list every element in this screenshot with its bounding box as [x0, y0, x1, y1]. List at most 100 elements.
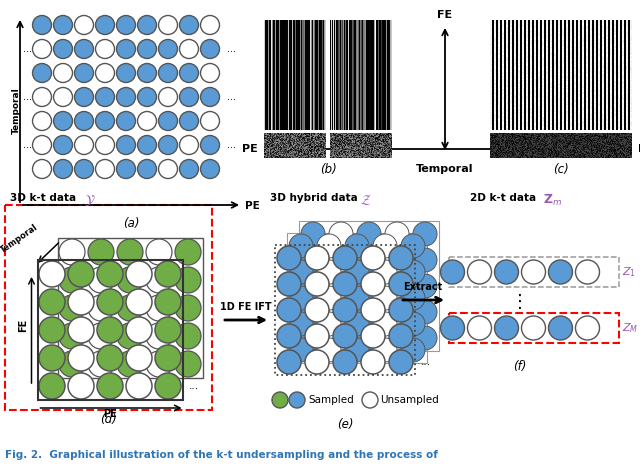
- Circle shape: [413, 300, 437, 324]
- Circle shape: [138, 160, 157, 178]
- Bar: [58, 238, 202, 378]
- Circle shape: [289, 234, 313, 258]
- Circle shape: [305, 298, 329, 322]
- Circle shape: [277, 246, 301, 270]
- Text: $\mathcal{Z}$: $\mathcal{Z}$: [360, 193, 371, 207]
- Circle shape: [97, 373, 123, 399]
- Bar: [287, 233, 427, 363]
- Circle shape: [95, 15, 115, 35]
- Circle shape: [329, 300, 353, 324]
- Circle shape: [345, 312, 369, 336]
- Circle shape: [159, 111, 177, 131]
- Circle shape: [385, 222, 409, 246]
- Circle shape: [95, 64, 115, 82]
- Circle shape: [138, 88, 157, 107]
- Circle shape: [116, 88, 136, 107]
- Circle shape: [117, 239, 143, 265]
- Text: PE: PE: [103, 409, 117, 419]
- Circle shape: [200, 15, 220, 35]
- Circle shape: [362, 392, 378, 408]
- Circle shape: [389, 246, 413, 270]
- Circle shape: [138, 64, 157, 82]
- Circle shape: [33, 64, 51, 82]
- Text: ...: ...: [189, 381, 198, 391]
- Circle shape: [329, 274, 353, 298]
- Circle shape: [289, 338, 313, 362]
- Circle shape: [329, 326, 353, 350]
- Text: PE: PE: [243, 144, 258, 154]
- Circle shape: [495, 316, 518, 340]
- Circle shape: [159, 160, 177, 178]
- Circle shape: [548, 316, 573, 340]
- Circle shape: [117, 295, 143, 321]
- Text: 3D k-t data: 3D k-t data: [10, 193, 80, 203]
- Circle shape: [413, 248, 437, 272]
- Circle shape: [159, 39, 177, 58]
- Circle shape: [126, 345, 152, 371]
- Circle shape: [33, 136, 51, 154]
- Circle shape: [155, 261, 181, 287]
- Circle shape: [361, 298, 385, 322]
- Text: Temporal: Temporal: [0, 222, 40, 255]
- Circle shape: [155, 317, 181, 343]
- Circle shape: [317, 234, 341, 258]
- Circle shape: [329, 222, 353, 246]
- Circle shape: [385, 248, 409, 272]
- Circle shape: [126, 317, 152, 343]
- Circle shape: [522, 316, 545, 340]
- Text: (f): (f): [513, 360, 527, 373]
- Circle shape: [385, 326, 409, 350]
- Circle shape: [138, 111, 157, 131]
- Circle shape: [126, 289, 152, 315]
- Circle shape: [126, 261, 152, 287]
- Circle shape: [116, 111, 136, 131]
- Bar: [275, 245, 415, 375]
- Circle shape: [575, 316, 600, 340]
- Text: ⋮: ⋮: [511, 293, 529, 311]
- Circle shape: [357, 326, 381, 350]
- Circle shape: [74, 88, 93, 107]
- Circle shape: [200, 160, 220, 178]
- Text: 2D k-t data: 2D k-t data: [470, 193, 540, 203]
- Circle shape: [277, 272, 301, 296]
- Circle shape: [159, 88, 177, 107]
- Circle shape: [333, 298, 357, 322]
- Circle shape: [39, 317, 65, 343]
- Circle shape: [88, 267, 114, 293]
- Circle shape: [305, 350, 329, 374]
- Circle shape: [317, 338, 341, 362]
- Circle shape: [59, 239, 85, 265]
- Circle shape: [401, 338, 425, 362]
- Circle shape: [289, 392, 305, 408]
- Circle shape: [200, 111, 220, 131]
- Circle shape: [59, 295, 85, 321]
- Circle shape: [74, 64, 93, 82]
- Circle shape: [317, 286, 341, 310]
- Circle shape: [95, 39, 115, 58]
- Circle shape: [88, 239, 114, 265]
- Circle shape: [361, 350, 385, 374]
- Circle shape: [54, 64, 72, 82]
- Circle shape: [97, 261, 123, 287]
- Circle shape: [401, 260, 425, 284]
- Circle shape: [333, 272, 357, 296]
- Text: $Z_{M}$: $Z_{M}$: [623, 321, 639, 335]
- Circle shape: [138, 39, 157, 58]
- Circle shape: [68, 261, 94, 287]
- Text: ...: ...: [24, 140, 33, 150]
- Text: Unsampled: Unsampled: [380, 395, 439, 405]
- Text: Sampled: Sampled: [308, 395, 354, 405]
- Text: FE: FE: [437, 10, 452, 20]
- Circle shape: [385, 300, 409, 324]
- Circle shape: [301, 326, 325, 350]
- Circle shape: [357, 222, 381, 246]
- Circle shape: [159, 136, 177, 154]
- Text: Fig. 2.  Graphical illustration of the k-t undersampling and the process of: Fig. 2. Graphical illustration of the k-…: [5, 450, 438, 460]
- Circle shape: [146, 239, 172, 265]
- Circle shape: [373, 260, 397, 284]
- Circle shape: [97, 317, 123, 343]
- Circle shape: [575, 260, 600, 284]
- Circle shape: [155, 345, 181, 371]
- Circle shape: [175, 295, 201, 321]
- Circle shape: [95, 111, 115, 131]
